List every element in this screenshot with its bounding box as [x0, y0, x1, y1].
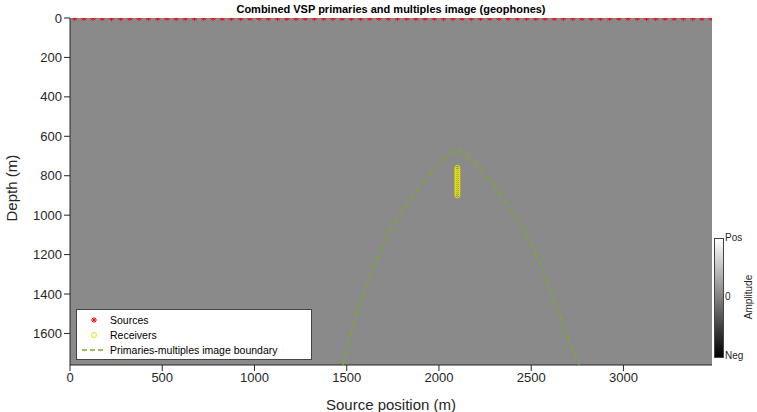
svg-text:200: 200 — [40, 50, 62, 65]
svg-text:500: 500 — [151, 370, 173, 385]
svg-text:2000: 2000 — [425, 370, 454, 385]
svg-text:800: 800 — [40, 168, 62, 183]
svg-text:1400: 1400 — [33, 287, 62, 302]
html-text:Receivers: Receivers — [110, 328, 157, 341]
svg-text:0: 0 — [55, 11, 62, 26]
svg-text:2500: 2500 — [517, 370, 546, 385]
svg-text:1000: 1000 — [240, 370, 269, 385]
svg-text:400: 400 — [40, 89, 62, 104]
svg-text:1000: 1000 — [33, 208, 62, 223]
svg-text:Source position (m): Source position (m) — [326, 396, 456, 412]
html-text:Sources: Sources — [110, 313, 149, 326]
svg-text:0: 0 — [66, 370, 73, 385]
svg-text:Depth (m): Depth (m) — [3, 155, 20, 222]
svg-text:1600: 1600 — [33, 326, 62, 341]
svg-text:1200: 1200 — [33, 247, 62, 262]
html-text:Neg: Neg — [725, 350, 744, 361]
html-text:0: 0 — [725, 291, 731, 302]
html-text:Pos: Pos — [725, 232, 743, 243]
svg-text:600: 600 — [40, 129, 62, 144]
svg-text:3000: 3000 — [609, 370, 638, 385]
html-text:Combined VSP primaries and mul: Combined VSP primaries and multiples ima… — [236, 3, 546, 15]
html-text:Primaries-multiples image boun: Primaries-multiples image boundary — [110, 343, 278, 356]
svg-text:1500: 1500 — [332, 370, 361, 385]
html-text:Amplitude: Amplitude — [743, 274, 754, 320]
